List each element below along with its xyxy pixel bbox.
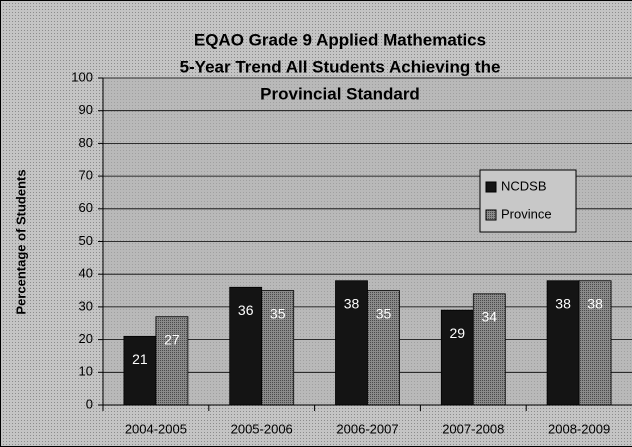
y-tick-label: 0 xyxy=(86,396,93,411)
y-tick-label: 60 xyxy=(79,200,93,215)
y-tick-label: 10 xyxy=(79,364,93,379)
y-tick-label: 50 xyxy=(79,233,93,248)
value-label: 38 xyxy=(344,295,360,311)
bar xyxy=(155,316,189,406)
bar xyxy=(123,335,157,406)
chart-title: EQAO Grade 9 Applied Mathematics xyxy=(194,30,486,49)
x-tick-label: 2008-2009 xyxy=(548,421,610,436)
value-label: 38 xyxy=(587,295,603,311)
legend-swatch xyxy=(485,209,497,221)
chart-title: 5-Year Trend All Students Achieving the xyxy=(180,57,501,76)
y-tick-label: 100 xyxy=(71,69,93,84)
value-label: 29 xyxy=(450,325,466,341)
bar xyxy=(472,293,506,406)
legend-box xyxy=(479,169,577,233)
bar xyxy=(546,280,580,406)
bar xyxy=(440,309,474,406)
value-label: 36 xyxy=(238,302,254,318)
chart-title: Provincial Standard xyxy=(260,84,420,103)
legend-label: Province xyxy=(501,206,552,221)
x-tick-label: 2006-2007 xyxy=(336,421,398,436)
value-label: 27 xyxy=(164,331,180,347)
y-tick-label: 40 xyxy=(79,266,93,281)
value-label: 35 xyxy=(376,305,392,321)
legend-swatch xyxy=(485,181,497,193)
x-tick-label: 2004-2005 xyxy=(125,421,187,436)
value-label: 21 xyxy=(132,351,148,367)
y-tick-label: 90 xyxy=(79,102,93,117)
bar xyxy=(261,290,295,406)
bar xyxy=(578,280,612,406)
value-label: 34 xyxy=(482,309,498,325)
value-label: 38 xyxy=(555,295,571,311)
bar xyxy=(229,286,263,406)
x-tick-label: 2007-2008 xyxy=(442,421,504,436)
bar xyxy=(367,290,400,406)
y-axis-label: Percentage of Students xyxy=(13,169,28,314)
y-tick-label: 80 xyxy=(79,135,93,150)
y-tick-label: 70 xyxy=(79,168,93,183)
x-tick-label: 2005-2006 xyxy=(231,421,293,436)
y-tick-label: 20 xyxy=(79,331,93,346)
legend-label: NCDSB xyxy=(501,178,547,193)
y-tick-label: 30 xyxy=(79,298,93,313)
value-label: 35 xyxy=(270,305,286,321)
